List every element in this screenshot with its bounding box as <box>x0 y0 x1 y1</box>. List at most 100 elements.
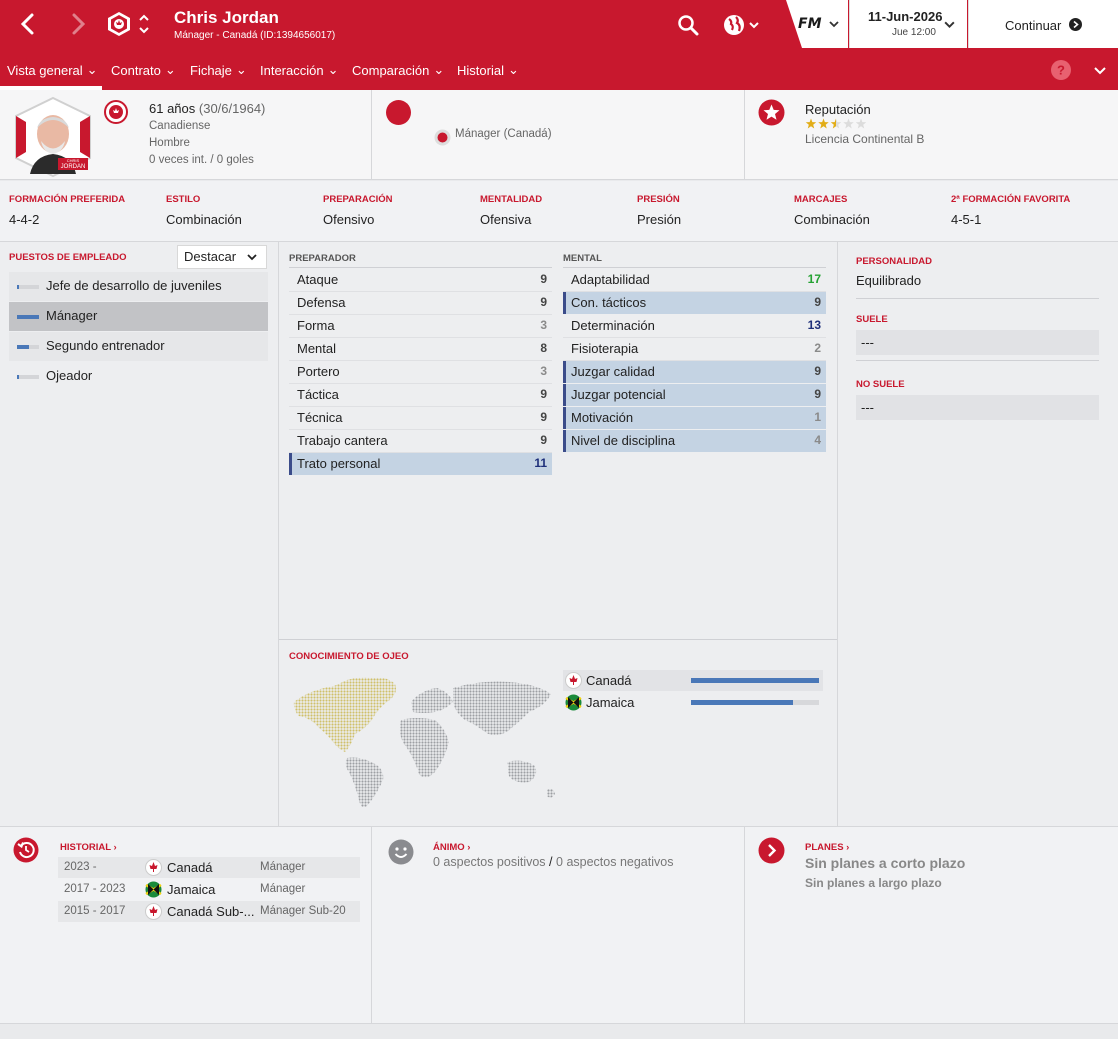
attribute-name: Mental <box>297 341 337 356</box>
attribute-row[interactable]: Defensa 9 <box>289 292 552 315</box>
attribute-row[interactable]: Portero 3 <box>289 361 552 384</box>
highlight-select[interactable] <box>177 245 267 269</box>
morale-link[interactable]: ÁNIMO › <box>433 842 471 853</box>
chevron-down-icon[interactable] <box>828 18 840 30</box>
knowledge-row[interactable]: Canadá <box>563 670 823 691</box>
menu-contrato[interactable]: Contrato ⌄ <box>111 62 176 78</box>
attribute-name: Nivel de disciplina <box>571 433 676 448</box>
globe-icon[interactable] <box>722 12 762 38</box>
current-date: 11-Jun-2026 <box>868 9 943 24</box>
tactic-value: Combinación <box>794 212 870 227</box>
continue-button[interactable] <box>968 0 1118 48</box>
tactic-label: MENTALIDAD <box>480 194 543 205</box>
history-club[interactable]: Canadá Sub-... <box>167 904 255 919</box>
role-level-fill <box>17 375 20 379</box>
attribute-value: 2 <box>814 341 821 355</box>
highlight-select-value[interactable]: Destacar <box>184 249 237 264</box>
chevron-down-icon[interactable] <box>1093 63 1107 77</box>
role-level-fill <box>17 285 20 289</box>
attribute-row[interactable]: Juzgar calidad 9 <box>563 361 826 383</box>
world-map <box>293 677 555 808</box>
back-arrow-icon[interactable] <box>14 10 42 38</box>
attribute-name: Técnica <box>297 410 343 425</box>
tactic-value: 4-4-2 <box>9 212 40 227</box>
role-level-fill <box>17 345 30 349</box>
attribute-value: 3 <box>540 318 547 332</box>
current-time: Jue 12:00 <box>892 27 936 38</box>
attribute-name: Adaptabilidad <box>571 272 650 287</box>
current-role[interactable]: Mánager (Canadá) <box>455 128 552 140</box>
continue-label[interactable]: Continuar <box>1005 18 1062 33</box>
role-row[interactable]: Jefe de desarrollo de juveniles <box>9 272 268 301</box>
attribute-value: 4 <box>814 433 821 447</box>
tactic-value: Ofensivo <box>323 212 375 227</box>
attribute-row[interactable]: Juzgar potencial 9 <box>563 384 826 406</box>
attribute-row[interactable]: Táctica 9 <box>289 384 552 407</box>
tactic-label: PREPARACIÓN <box>323 194 393 205</box>
attribute-row[interactable]: Trato personal 11 <box>289 453 552 475</box>
tactic-label: 2ª FORMACIÓN FAVORITA <box>951 194 1071 205</box>
play-circle-icon[interactable] <box>1069 18 1082 31</box>
search-icon[interactable] <box>676 13 700 37</box>
chevron-down-icon[interactable] <box>246 251 258 263</box>
dislikes-value: --- <box>861 400 874 415</box>
menu-vista-general[interactable]: Vista general ⌄ <box>7 62 98 78</box>
menu-bar <box>0 48 1118 90</box>
profile-strip <box>0 90 1118 180</box>
role-row[interactable]: Ojeador <box>9 362 268 391</box>
history-club[interactable]: Canadá <box>167 860 213 875</box>
dislikes-box: --- <box>856 395 1099 420</box>
role-row[interactable]: Mánager <box>9 302 268 331</box>
forward-arrow-icon[interactable] <box>64 10 92 38</box>
canada-crest-icon[interactable] <box>104 100 128 124</box>
attribute-name: Con. tácticos <box>571 295 647 310</box>
knowledge-country: Jamaica <box>586 695 635 710</box>
history-role: Mánager <box>260 861 306 873</box>
tactic-value: Presión <box>637 212 682 227</box>
menu-interaccion[interactable]: Interacción ⌄ <box>260 62 339 78</box>
attribute-row[interactable]: Adaptabilidad 17 <box>563 269 826 292</box>
canada-flag-icon <box>565 672 582 689</box>
history-link[interactable]: HISTORIAL › <box>60 842 117 853</box>
knowledge-row[interactable]: Jamaica <box>563 692 823 713</box>
attribute-value: 9 <box>540 410 547 424</box>
personality-value: Equilibrado <box>856 273 922 288</box>
attribute-row[interactable]: Forma 3 <box>289 315 552 338</box>
help-icon[interactable]: ? <box>1050 59 1072 81</box>
attribute-row[interactable]: Fisioterapia 2 <box>563 338 826 361</box>
attribute-row[interactable]: Motivación 1 <box>563 407 826 429</box>
history-icon <box>13 837 39 863</box>
attribute-row[interactable]: Trabajo cantera 9 <box>289 430 552 453</box>
attribute-row[interactable]: Técnica 9 <box>289 407 552 430</box>
attribute-value: 17 <box>807 272 821 286</box>
attribute-row[interactable]: Ataque 9 <box>289 269 552 292</box>
history-club[interactable]: Jamaica <box>167 882 216 897</box>
divider <box>856 360 1099 361</box>
knowledge-bar <box>691 700 819 705</box>
fm-logo[interactable]: FM <box>798 16 822 32</box>
attribute-row[interactable]: Nivel de disciplina 4 <box>563 430 826 452</box>
canada-flag-icon <box>434 129 451 146</box>
history-row[interactable]: 2015 - 2017 Canadá Sub-... Mánager Sub-2… <box>58 901 360 922</box>
menu-fichaje[interactable]: Fichaje ⌄ <box>190 62 247 78</box>
attribute-row[interactable]: Determinación 13 <box>563 315 826 338</box>
menu-comparacion[interactable]: Comparación ⌄ <box>352 62 445 78</box>
attribute-row[interactable]: Con. tácticos 9 <box>563 292 826 314</box>
divider <box>371 827 372 1023</box>
manager-portrait: CHRIS JORDAN <box>15 96 91 178</box>
attribute-name: Forma <box>297 318 335 333</box>
canada-crest-icon[interactable] <box>106 11 132 37</box>
attribute-value: 9 <box>540 433 547 447</box>
attribute-value: 11 <box>534 456 547 470</box>
menu-historial[interactable]: Historial ⌄ <box>457 62 519 78</box>
switch-up-down-icon[interactable] <box>137 11 151 37</box>
history-row[interactable]: 2023 - Canadá Mánager <box>58 857 360 878</box>
attribute-row[interactable]: Mental 8 <box>289 338 552 361</box>
history-row[interactable]: 2017 - 2023 Jamaica Mánager <box>58 879 360 900</box>
role-row[interactable]: Segundo entrenador <box>9 332 268 361</box>
chevron-down-icon[interactable] <box>943 18 956 31</box>
divider <box>856 298 1099 299</box>
role-level-bar <box>17 375 39 379</box>
plans-link[interactable]: PLANES › <box>805 842 850 853</box>
roles-title: PUESTOS DE EMPLEADO <box>9 252 127 263</box>
